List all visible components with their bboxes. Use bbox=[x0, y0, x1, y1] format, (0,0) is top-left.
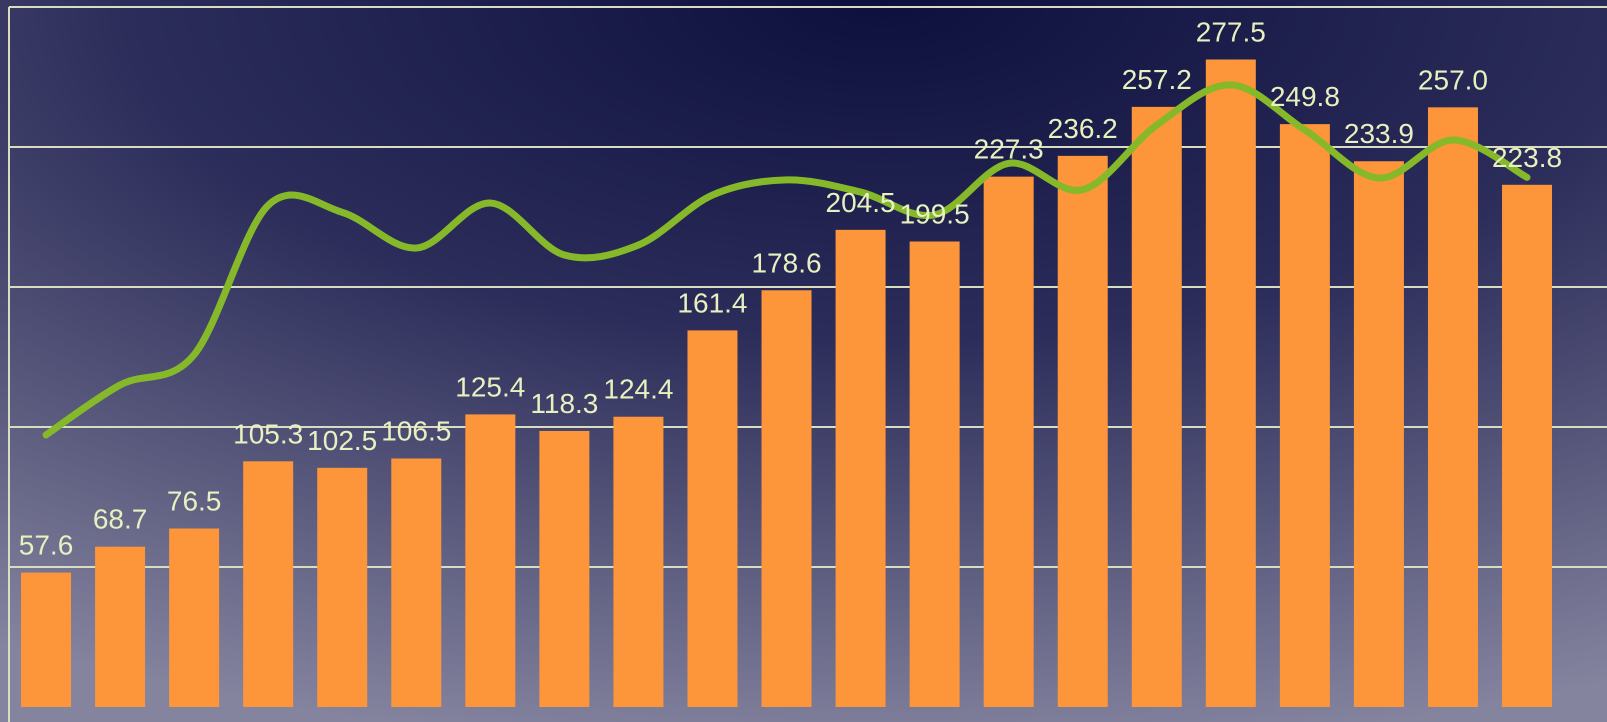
bar bbox=[243, 461, 294, 707]
bar bbox=[1205, 59, 1256, 707]
bar bbox=[1502, 184, 1553, 708]
bar bbox=[687, 330, 738, 707]
data-label: 124.4 bbox=[603, 374, 673, 405]
bar bbox=[539, 430, 590, 707]
bar bbox=[169, 528, 220, 707]
bar bbox=[613, 416, 664, 707]
data-label: 236.2 bbox=[1048, 113, 1118, 144]
data-label: 233.9 bbox=[1344, 118, 1414, 149]
data-label: 57.6 bbox=[19, 530, 74, 561]
bar bbox=[317, 467, 368, 707]
bar bbox=[1279, 124, 1330, 708]
data-label: 227.3 bbox=[974, 134, 1044, 165]
data-label: 105.3 bbox=[233, 418, 303, 449]
bar bbox=[21, 572, 72, 707]
data-label: 178.6 bbox=[751, 247, 821, 278]
data-label: 204.5 bbox=[826, 187, 896, 218]
data-label: 277.5 bbox=[1196, 17, 1266, 48]
data-label: 125.4 bbox=[455, 371, 525, 402]
bar bbox=[95, 546, 146, 707]
bar bbox=[391, 458, 442, 707]
data-label: 106.5 bbox=[381, 416, 451, 447]
data-label: 257.2 bbox=[1122, 64, 1192, 95]
data-label: 76.5 bbox=[167, 486, 222, 517]
bar bbox=[1057, 155, 1108, 707]
data-label: 249.8 bbox=[1270, 81, 1340, 112]
bar bbox=[835, 229, 886, 708]
bar bbox=[761, 290, 812, 707]
line-series bbox=[42, 81, 1531, 439]
data-label: 199.5 bbox=[900, 199, 970, 230]
bar bbox=[465, 414, 516, 707]
data-label: 161.4 bbox=[677, 287, 747, 318]
bar bbox=[983, 176, 1034, 708]
bar bbox=[1427, 107, 1478, 708]
data-label: 102.5 bbox=[307, 425, 377, 456]
data-label: 223.8 bbox=[1492, 142, 1562, 173]
bar bbox=[909, 241, 960, 707]
bar bbox=[1353, 161, 1404, 707]
data-label: 118.3 bbox=[530, 388, 598, 419]
data-label: 68.7 bbox=[93, 504, 148, 535]
data-label: 257.0 bbox=[1418, 64, 1488, 95]
bar bbox=[1131, 106, 1182, 707]
